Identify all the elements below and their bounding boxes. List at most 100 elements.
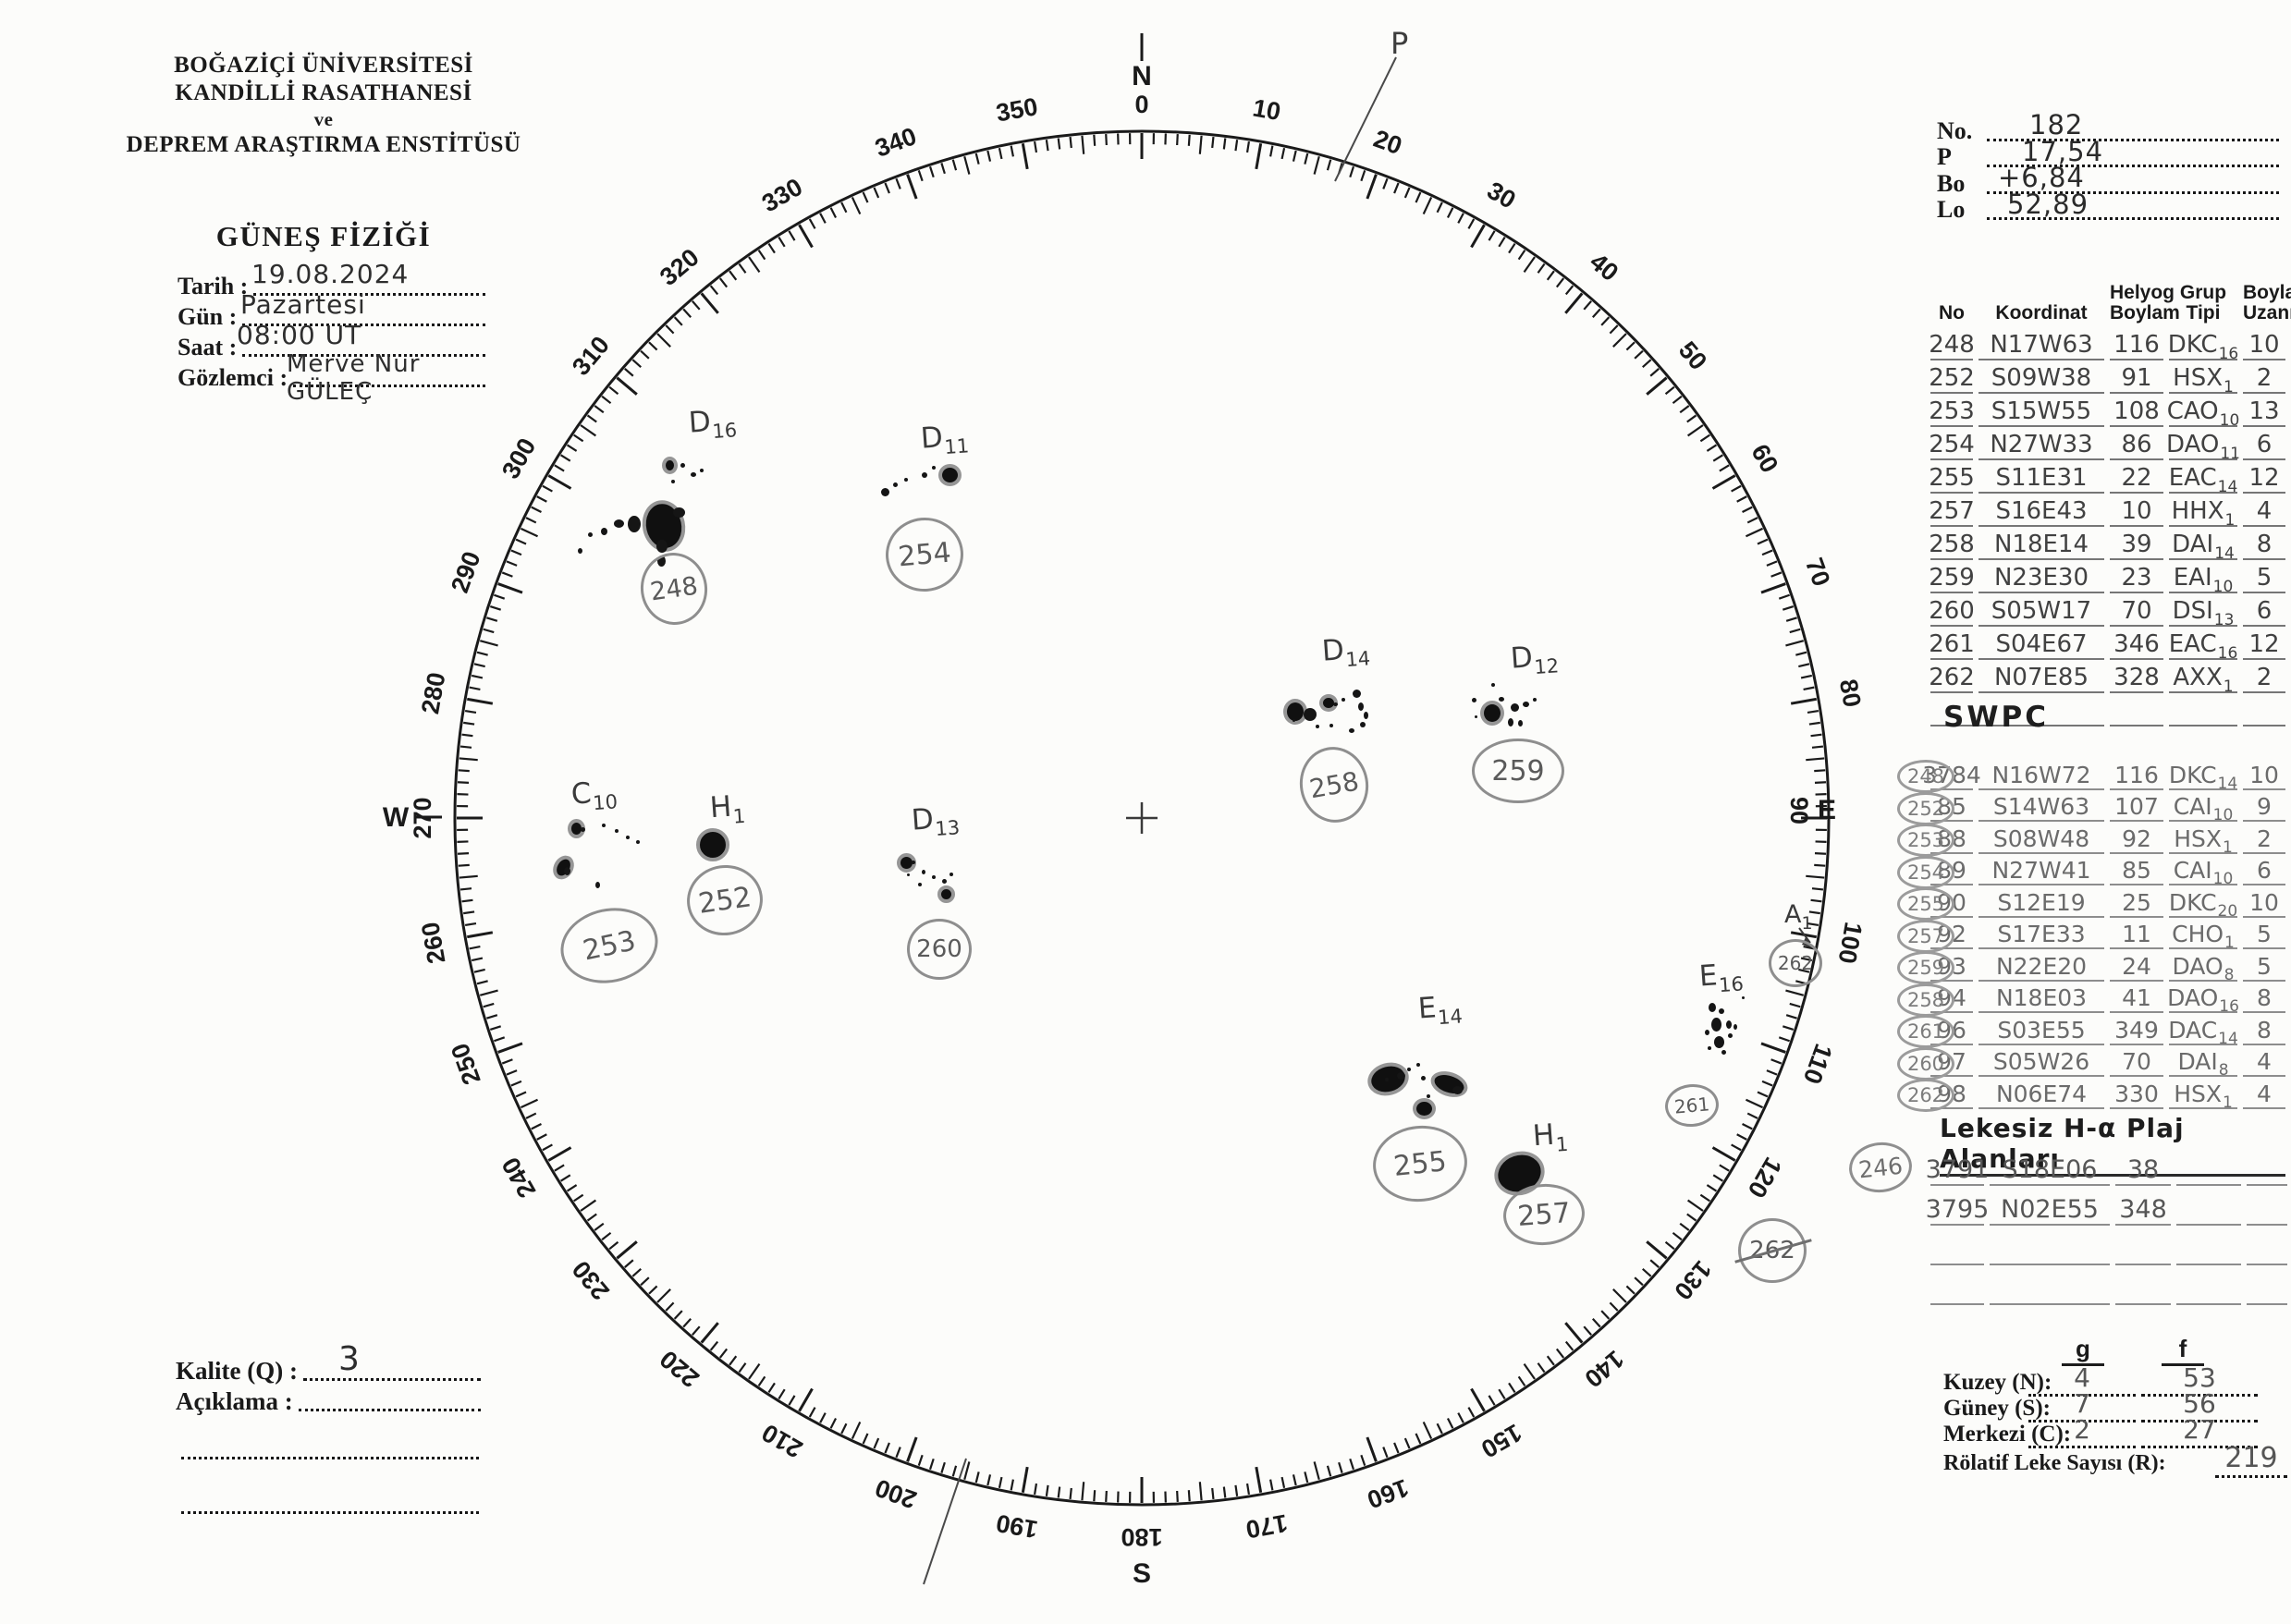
group-number-circle: 261 — [1897, 1015, 1954, 1048]
cardinal-west-label: W — [383, 802, 410, 833]
degree-tick — [1292, 1474, 1297, 1486]
cell-helyog-boylam: 116 — [2110, 758, 2163, 790]
summary-row-central: Merkezi (C): 2 27 — [1943, 1414, 2287, 1449]
cell-boylam-uzanim: 4 — [2243, 1077, 2285, 1109]
p-angle-line-south — [923, 1458, 967, 1585]
degree-tick — [471, 957, 484, 962]
degree-tick — [1498, 237, 1506, 248]
degree-tick — [1105, 133, 1108, 146]
degree-tick — [536, 495, 547, 503]
degree-tick — [998, 147, 1003, 160]
cell-koordinat: S16E43 — [1979, 494, 2104, 527]
table-row: 255 S11E31 22 EAC 14 12 — [1929, 460, 2285, 496]
table-row: 258 N18E14 39 DAI 14 8 — [1929, 527, 2285, 563]
degree-tick — [560, 1174, 571, 1182]
degree-tick — [573, 1193, 584, 1203]
swpc-table: 248 3784 N16W72 116 DKC 14 10 252 85 S14W63 107 CAI… — [1897, 758, 2285, 1112]
degree-tick — [520, 1098, 539, 1109]
field-gozlemci: Gözlemci : Merve Nur GÜLEÇ — [178, 350, 487, 406]
degree-tick — [458, 863, 470, 867]
cell-koordinat: S12E19 — [1979, 885, 2104, 918]
degree-tick — [1498, 1388, 1506, 1399]
group-number-circle: 262 — [1897, 1079, 1954, 1112]
cell-grup-tipi: DKC 14 — [2169, 758, 2237, 793]
degree-tick — [1746, 517, 1758, 524]
degree-tick — [1634, 1276, 1644, 1287]
degree-tick — [1600, 1310, 1611, 1320]
degree-tick — [1470, 224, 1486, 249]
degree-tick — [464, 922, 477, 927]
degree-tick — [1081, 1482, 1085, 1501]
degree-tick — [1326, 1465, 1332, 1477]
degree-tick — [1810, 898, 1822, 903]
cell-boylam-uzanim: 4 — [2243, 1045, 2285, 1077]
degree-tick — [895, 1447, 901, 1459]
degree-tick — [631, 1267, 642, 1277]
dotted-line — [2141, 1398, 2258, 1423]
degree-zero-label: 0 — [1134, 91, 1148, 118]
degree-tick — [494, 593, 506, 600]
degree-tick — [469, 946, 481, 950]
cell-helyog-boylam: 108 — [2110, 394, 2163, 427]
cell-empty — [2247, 1186, 2287, 1226]
degree-tick — [1382, 177, 1389, 189]
degree-tick — [1699, 1193, 1710, 1203]
cell-no: 3795 — [1926, 1186, 1989, 1226]
institution-line: DEPREM ARAŞTIRMA ENSTİTÜSÜ — [126, 132, 521, 157]
degree-tick — [1798, 968, 1810, 973]
cell-helyog-boylam: 91 — [2110, 360, 2163, 394]
degree-label: 80 — [1834, 678, 1867, 710]
cell-koordinat: N06E74 — [1979, 1077, 2104, 1109]
degree-tick — [1679, 1222, 1690, 1231]
degree-tick — [1467, 218, 1476, 229]
dotted-line — [242, 305, 485, 326]
degree-tick — [673, 316, 683, 326]
degree-tick — [963, 1461, 971, 1481]
degree-label: 190 — [994, 1508, 1040, 1543]
cell-empty — [1930, 1265, 1984, 1305]
degree-tick — [1069, 136, 1072, 149]
cell-grup-tipi: DAI 14 — [2169, 527, 2237, 563]
cardinal-north-label: N — [1132, 61, 1152, 92]
cell-helyog-boylam: 70 — [2110, 593, 2163, 627]
degree-tick — [554, 464, 565, 472]
degree-tick — [729, 270, 738, 281]
degree-tick — [673, 1310, 683, 1320]
degree-tick — [873, 187, 880, 199]
degree-tick — [917, 1454, 924, 1466]
degree-tick — [1033, 1483, 1038, 1496]
degree-tick — [1069, 1487, 1072, 1500]
degree-label: 110 — [1798, 1040, 1838, 1087]
cell-grup-tipi: DSI 13 — [2169, 593, 2237, 629]
degree-tick — [1789, 628, 1801, 634]
degree-tick — [471, 674, 484, 679]
degree-tick — [1706, 444, 1718, 452]
degree-tick — [940, 1461, 946, 1473]
degree-tick — [466, 697, 494, 705]
degree-tick — [767, 242, 776, 254]
cell-boylam-uzanim: 5 — [2243, 560, 2285, 593]
degree-tick — [906, 174, 918, 200]
degree-label: 40 — [1585, 248, 1623, 287]
degree-tick — [1523, 256, 1536, 274]
institution-line: ve — [313, 108, 334, 130]
field-no: No. 182 — [1937, 109, 2281, 145]
degree-tick — [1761, 1080, 1773, 1087]
cell-grup-tipi: AXX 1 — [2169, 660, 2237, 696]
degree-tick — [459, 874, 478, 879]
degree-tick — [1609, 1301, 1619, 1312]
degree-tick — [461, 898, 473, 903]
degree-tick — [1742, 506, 1753, 514]
cell-koordinat: S05W26 — [1979, 1045, 2104, 1077]
degree-tick — [1422, 1421, 1433, 1440]
degree-tick — [486, 1014, 498, 1020]
cell-empty — [2176, 1226, 2241, 1265]
degree-tick — [566, 444, 578, 452]
summary-value-g: 4 — [2074, 1362, 2090, 1393]
cell-koordinat: S04E67 — [1979, 627, 2104, 660]
cell-boylam-uzanim: 2 — [2243, 360, 2285, 394]
degree-tick — [1349, 1458, 1355, 1471]
degree-tick — [586, 1213, 597, 1222]
cell-helyog-boylam: 24 — [2110, 949, 2163, 982]
